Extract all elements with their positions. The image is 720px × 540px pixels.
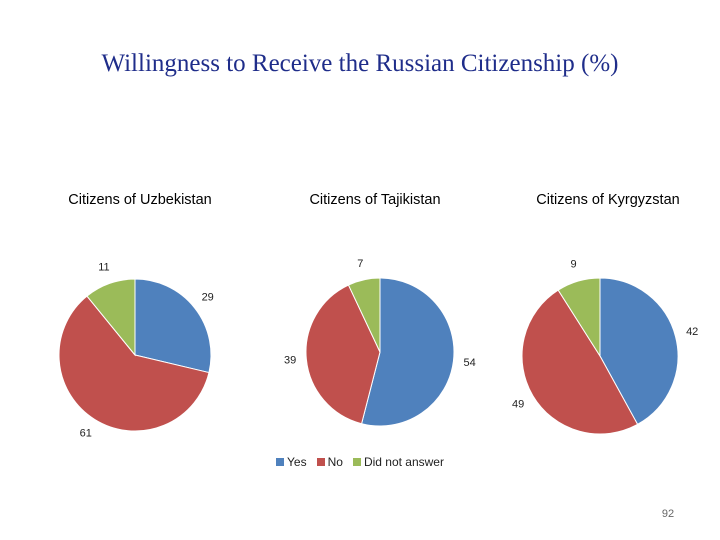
pie-slice-tajikistan-yes xyxy=(360,277,455,427)
data-label-tajikistan-yes: 54 xyxy=(463,357,475,369)
legend-swatch-did-not-answer xyxy=(352,458,361,466)
pie-slice-uzbekistan-did-not-answer xyxy=(86,278,136,357)
data-label-uzbekistan-did-not-answer: 11 xyxy=(98,262,109,274)
legend-item-no: No xyxy=(316,455,343,469)
data-label-kyrgyzstan-did-not-answer: 9 xyxy=(570,259,576,271)
data-label-kyrgyzstan-yes: 42 xyxy=(686,326,698,338)
pie-slice-tajikistan-did-not-answer xyxy=(347,277,381,353)
chart-title-uzbekistan: Citizens of Uzbekistan xyxy=(68,192,212,208)
legend: Yes No Did not answer xyxy=(0,455,720,469)
chart-title-kyrgyzstan: Citizens of Kyrgyzstan xyxy=(536,192,680,208)
pie-slice-kyrgyzstan-yes xyxy=(599,277,679,426)
chart-title-tajikistan: Citizens of Tajikistan xyxy=(309,192,441,208)
legend-swatch-yes xyxy=(276,458,285,466)
data-label-kyrgyzstan-no: 49 xyxy=(512,398,524,410)
legend-item-yes: Yes xyxy=(276,455,307,469)
legend-label-yes: Yes xyxy=(287,455,307,469)
pie-slice-tajikistan-no xyxy=(305,284,381,425)
pie-slice-kyrgyzstan-did-not-answer xyxy=(557,277,601,358)
legend-item-did-not-answer: Did not answer xyxy=(352,455,444,469)
data-label-uzbekistan-yes: 29 xyxy=(202,291,214,303)
pie-slice-uzbekistan-no xyxy=(58,295,210,432)
legend-label-did-not-answer: Did not answer xyxy=(363,455,444,469)
data-label-uzbekistan-no: 61 xyxy=(80,428,92,440)
page-title: Willingness to Receive the Russian Citiz… xyxy=(101,50,619,77)
data-label-tajikistan-did-not-answer: 7 xyxy=(357,258,363,270)
page-number: 92 xyxy=(661,508,675,520)
pie-slice-kyrgyzstan-no xyxy=(521,289,639,435)
pie-slice-uzbekistan-yes xyxy=(134,278,212,374)
legend-label-no: No xyxy=(327,455,343,469)
data-label-tajikistan-no: 39 xyxy=(284,354,296,366)
legend-swatch-no xyxy=(316,458,325,466)
